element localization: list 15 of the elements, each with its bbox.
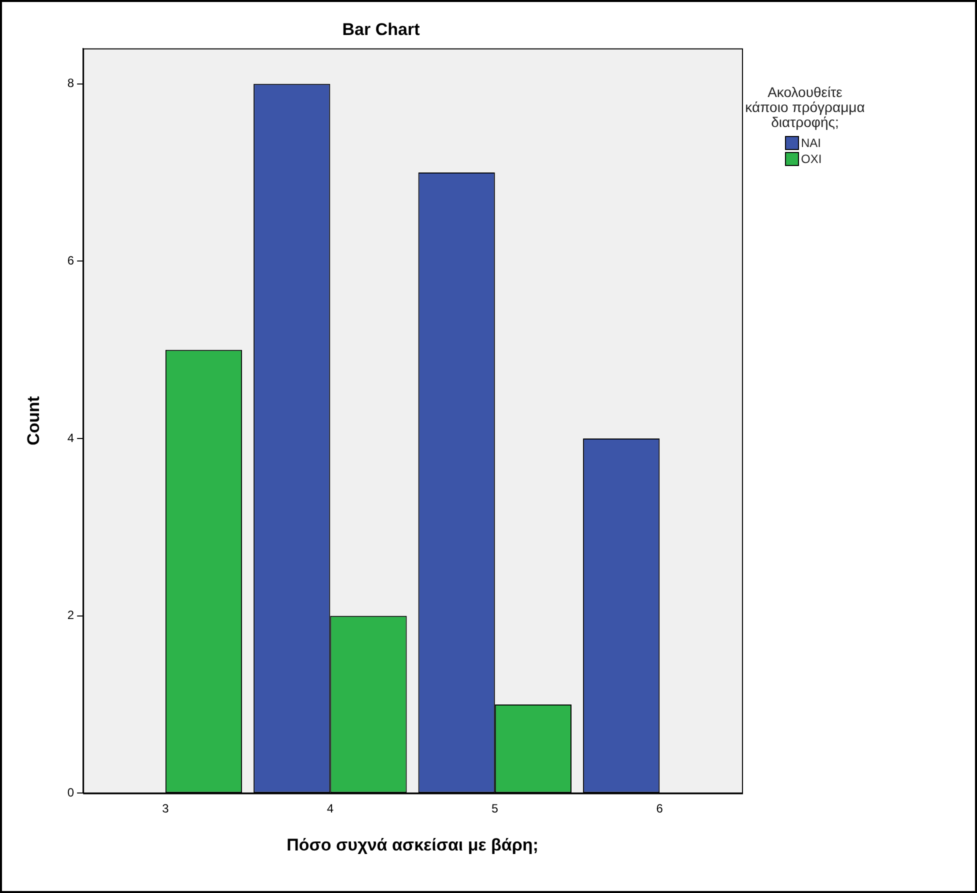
x-tick-label: 3: [162, 802, 170, 816]
x-axis-title: Πόσο συχνά ασκείσαι με βάρη;: [286, 835, 538, 854]
x-tick-label: 6: [656, 802, 664, 816]
y-axis-title: Count: [24, 396, 43, 446]
y-tick-label: 6: [67, 254, 74, 268]
y-tick-label: 2: [67, 608, 74, 622]
legend-label: NAI: [801, 136, 822, 150]
chart-title: Bar Chart: [342, 20, 420, 39]
legend-label: OXI: [801, 152, 822, 166]
y-tick-label: 0: [67, 786, 74, 800]
y-tick-label: 4: [67, 430, 74, 445]
y-tick-label: 8: [67, 76, 74, 90]
x-tick-label: 5: [492, 802, 499, 816]
x-tick-label: 4: [326, 802, 334, 816]
legend-title: Ακολουθείτε κάποιο πρόγραμμα διατροφής;: [745, 84, 865, 130]
